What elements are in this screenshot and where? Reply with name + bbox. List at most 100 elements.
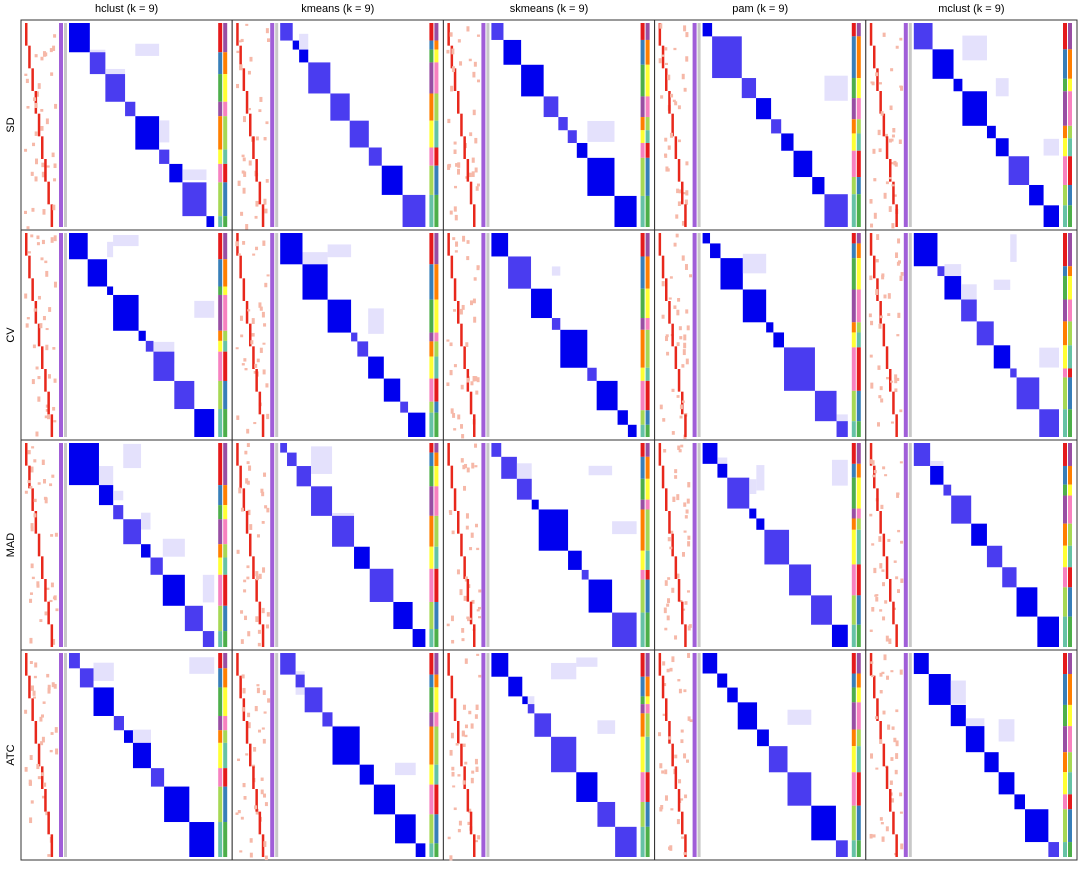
- consensus-block: [932, 49, 954, 79]
- right-class-bar: [434, 843, 439, 857]
- membership-speck: [28, 780, 32, 786]
- right-class-bar: [1068, 465, 1072, 485]
- membership-step: [469, 811, 473, 835]
- membership-step: [236, 23, 239, 46]
- membership-speck: [264, 505, 268, 509]
- membership-speck: [459, 308, 463, 315]
- off-diagonal-shade: [749, 479, 757, 495]
- membership-speck: [451, 66, 455, 73]
- right-class-bar: [429, 194, 434, 227]
- membership-step: [460, 323, 463, 347]
- right-class-bar: [851, 36, 856, 79]
- membership-speck: [241, 170, 245, 174]
- right-class-bar: [640, 96, 645, 118]
- membership-speck: [263, 711, 267, 714]
- membership-speck: [474, 137, 478, 144]
- right-class-bar: [645, 456, 650, 479]
- consensus-block: [727, 477, 750, 509]
- membership-speck: [470, 532, 474, 538]
- off-diagonal-shade: [576, 657, 598, 667]
- right-class-bar: [429, 299, 434, 333]
- right-class-bar: [223, 443, 228, 486]
- membership-step: [453, 68, 457, 91]
- membership-step: [684, 414, 687, 437]
- membership-speck: [43, 496, 47, 500]
- off-diagonal-shade: [113, 490, 124, 501]
- membership-speck: [667, 577, 671, 580]
- membership-speck: [449, 210, 453, 215]
- consensus-block: [787, 772, 812, 806]
- class-bar: [486, 443, 490, 647]
- right-class-bar: [1068, 567, 1072, 588]
- membership-speck: [237, 810, 241, 814]
- membership-step: [879, 511, 882, 534]
- right-class-bar: [223, 23, 228, 53]
- consensus-block: [332, 726, 360, 765]
- right-class-bar: [223, 653, 228, 669]
- right-class-bar: [434, 23, 439, 41]
- right-class-bar: [851, 233, 856, 244]
- membership-speck: [53, 281, 57, 288]
- consensus-block: [835, 840, 848, 857]
- membership-speck: [37, 375, 41, 380]
- membership-speck: [464, 724, 468, 729]
- consensus-block: [1043, 205, 1059, 227]
- membership-step: [34, 301, 38, 324]
- membership-speck: [26, 226, 30, 230]
- right-class-bar: [645, 713, 650, 737]
- membership-speck: [461, 731, 465, 737]
- membership-speck: [665, 62, 669, 65]
- right-class-bar: [434, 299, 439, 333]
- right-class-bar: [645, 569, 650, 580]
- membership-speck: [42, 701, 46, 704]
- off-diagonal-shade: [831, 459, 848, 486]
- right-class-bar: [1068, 587, 1072, 617]
- membership-speck: [31, 576, 35, 580]
- membership-speck: [868, 313, 872, 318]
- membership-speck: [237, 253, 241, 256]
- consensus-block: [937, 266, 945, 277]
- class-bar: [275, 653, 279, 857]
- membership-speck: [25, 323, 29, 328]
- membership-speck: [29, 661, 33, 664]
- membership-speck: [466, 240, 470, 244]
- membership-speck: [235, 812, 239, 815]
- right-class-bar: [218, 668, 223, 688]
- membership-speck: [676, 395, 680, 398]
- membership-step: [460, 113, 463, 137]
- membership-speck: [41, 795, 45, 799]
- column-title: hclust (k = 9): [95, 3, 158, 15]
- consensus-block: [995, 138, 1009, 157]
- off-diagonal-shade: [368, 308, 384, 334]
- right-class-bar: [851, 243, 856, 259]
- consensus-block: [742, 289, 767, 323]
- membership-step: [239, 45, 242, 69]
- membership-step: [892, 391, 895, 415]
- membership-step: [658, 23, 662, 46]
- right-class-bar: [218, 101, 223, 117]
- membership-speck: [667, 598, 671, 604]
- membership-speck: [887, 538, 891, 542]
- right-class-bar: [645, 64, 650, 97]
- right-class-bar: [434, 194, 439, 227]
- membership-speck: [890, 757, 894, 761]
- membership-speck: [895, 753, 899, 759]
- membership-speck: [50, 534, 54, 537]
- membership-speck: [464, 576, 468, 582]
- membership-speck: [37, 295, 41, 300]
- right-class-bar: [1068, 368, 1072, 378]
- right-class-bar: [1068, 443, 1072, 466]
- consensus-block: [491, 653, 509, 677]
- membership-speck: [893, 160, 897, 166]
- membership-speck: [50, 72, 54, 76]
- right-class-bar: [640, 509, 645, 551]
- membership-speck: [679, 415, 683, 419]
- membership-speck: [47, 414, 51, 420]
- membership-speck: [40, 741, 44, 746]
- membership-speck: [261, 727, 265, 730]
- right-class-bar: [429, 601, 434, 630]
- membership-speck: [41, 162, 45, 168]
- panel: [442, 229, 656, 441]
- membership-speck: [458, 820, 462, 826]
- class-bar: [697, 23, 701, 227]
